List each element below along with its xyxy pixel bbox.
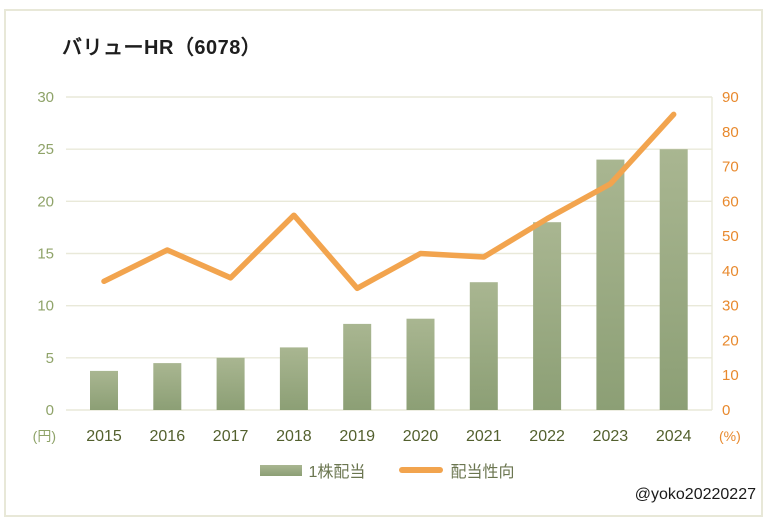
chart-frame: [4, 9, 763, 517]
x-axis-label: 2022: [529, 428, 565, 445]
x-axis-label: 2018: [276, 428, 312, 445]
left-axis-tick: 25: [37, 141, 54, 158]
bar-2019: [343, 323, 372, 410]
x-axis-label: 2016: [150, 428, 186, 445]
bar-2015: [90, 370, 118, 410]
chart-title: バリューHR（6078）: [62, 37, 262, 59]
right-axis-tick: 30: [722, 298, 739, 315]
bar-2017: [216, 357, 245, 410]
left-axis-tick: 15: [37, 246, 54, 263]
bar-2021: [469, 282, 498, 410]
bar-2022: [533, 222, 562, 410]
legend-label-dividend: 1株配当: [308, 464, 366, 481]
right-axis-unit: (%): [719, 428, 741, 444]
legend-item-dividend: 1株配当: [259, 458, 366, 482]
x-axis-label: 2019: [339, 428, 375, 445]
bar-2016: [153, 363, 182, 410]
right-axis-tick: 0: [722, 402, 730, 419]
right-axis-tick: 90: [722, 89, 739, 106]
left-axis-tick: 30: [37, 89, 54, 106]
bar-series-swatch-icon: [259, 464, 302, 476]
right-axis-tick: 10: [722, 367, 739, 384]
x-axis-label: 2020: [403, 428, 439, 445]
bar-2018: [279, 347, 308, 410]
chart-legend: 1株配当 配当性向: [0, 458, 774, 482]
right-axis-tick: 80: [722, 124, 739, 141]
right-axis-tick: 60: [722, 193, 739, 210]
bar-2023: [596, 159, 625, 410]
bar-2024: [659, 149, 688, 410]
credit-watermark: @yoko20220227: [634, 486, 756, 503]
bar-2020: [406, 318, 435, 410]
right-axis-tick: 50: [722, 228, 739, 245]
left-axis-tick: 0: [46, 402, 54, 419]
x-axis-label: 2017: [213, 428, 249, 445]
payout-ratio-line: [101, 111, 677, 292]
left-axis-tick: 20: [37, 193, 54, 210]
line-series-swatch-icon: [399, 467, 444, 473]
legend-label-payout: 配当性向: [450, 464, 515, 481]
x-axis-label: 2023: [593, 428, 629, 445]
right-axis-tick: 20: [722, 332, 739, 349]
left-axis-tick: 5: [46, 350, 54, 367]
x-axis-label: 2024: [656, 428, 692, 445]
legend-item-payout: 配当性向: [399, 458, 514, 482]
left-axis-tick: 10: [37, 298, 54, 315]
right-axis-tick: 40: [722, 263, 739, 280]
x-axis-label: 2015: [86, 428, 122, 445]
x-axis-label: 2021: [466, 428, 502, 445]
left-axis-unit: (円): [33, 428, 56, 444]
right-axis-tick: 70: [722, 159, 739, 176]
